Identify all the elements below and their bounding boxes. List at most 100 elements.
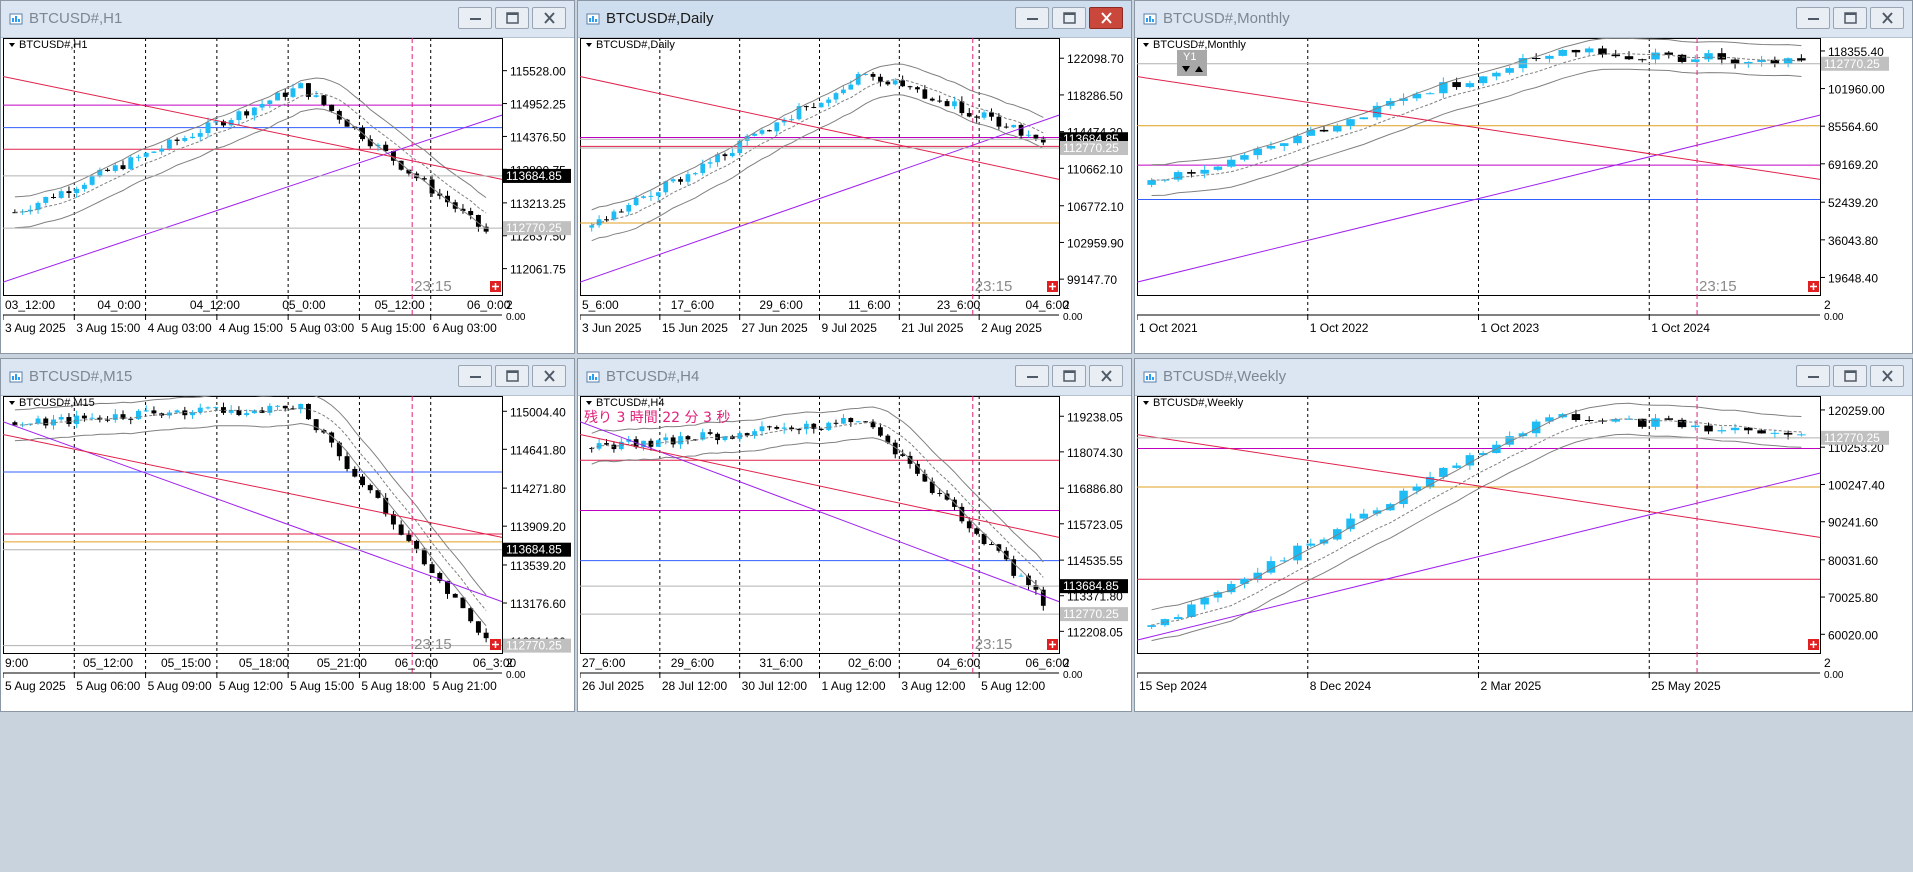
title-bar[interactable]: BTCUSD#,Weekly — [1135, 359, 1912, 396]
arrow-down-icon[interactable] — [1182, 66, 1190, 72]
candle-body — [767, 130, 772, 132]
y-tick-label: 80031.60 — [1828, 554, 1878, 568]
trendline[interactable] — [1137, 472, 1821, 641]
title-bar[interactable]: BTCUSD#,H4 — [578, 359, 1131, 396]
candle-body — [915, 463, 920, 474]
candle-body — [1359, 513, 1369, 519]
candle-body — [213, 121, 219, 123]
chart-plot[interactable]: 115528.00114952.25114376.50113800.751132… — [3, 38, 572, 351]
chart-svg[interactable]: 120259.00110253.20100247.4090241.6080031… — [1137, 396, 1912, 711]
close-button[interactable] — [1089, 7, 1123, 29]
title-bar[interactable]: BTCUSD#,Daily — [578, 1, 1131, 38]
moving-average-line — [1151, 53, 1802, 181]
chart-plot[interactable]: 119238.05 118074.30 116886.80 115723.05 1145… — [580, 396, 1129, 709]
chart-svg[interactable]: 122098.70118286.50114474.30110662.101067… — [580, 38, 1131, 353]
minimize-button[interactable] — [458, 365, 492, 387]
symbol-dropdown-icon[interactable] — [586, 43, 592, 47]
trendline[interactable] — [580, 114, 1060, 283]
candle-body — [781, 427, 787, 429]
minimize-button[interactable] — [1796, 365, 1830, 387]
candle-body — [959, 101, 965, 114]
title-bar[interactable]: BTCUSD#,Monthly — [1135, 1, 1912, 38]
bollinger-band-line — [1151, 68, 1802, 196]
candle-body — [855, 421, 861, 423]
chart-svg[interactable]: 118355.40 101960.00 85564.60 69169.20 52439.… — [1137, 38, 1912, 353]
maximize-button[interactable] — [495, 365, 529, 387]
bollinger-band-line — [591, 94, 1044, 242]
chart-plot[interactable]: 118355.40 101960.00 85564.60 69169.20 52439.… — [1137, 38, 1910, 351]
maximize-button[interactable] — [1052, 7, 1086, 29]
symbol-dropdown-icon[interactable] — [1143, 43, 1149, 47]
subwindow-index: 2 — [1824, 656, 1831, 670]
arrow-up-icon[interactable] — [1195, 66, 1203, 72]
candle-body — [1757, 59, 1766, 63]
close-button[interactable] — [532, 7, 566, 29]
symbol-dropdown-icon[interactable] — [9, 401, 15, 405]
price-label: 113684.85 — [1063, 579, 1119, 593]
symbol-dropdown-icon[interactable] — [586, 401, 592, 405]
chart-window-monthly[interactable]: BTCUSD#,Monthly 118355.40 101960.00 85564.6… — [1134, 0, 1913, 354]
candle-body — [352, 468, 358, 477]
symbol-label: BTCUSD#,Monthly — [1153, 39, 1246, 51]
maximize-button[interactable] — [495, 7, 529, 29]
maximize-button[interactable] — [1052, 365, 1086, 387]
candle-body — [275, 92, 281, 101]
symbol-dropdown-icon[interactable] — [9, 43, 15, 47]
candle-body — [282, 92, 288, 97]
plus-icon — [1049, 283, 1056, 290]
chart-window-weekly[interactable]: BTCUSD#,Weekly 120259.00 110253.20 100247.4… — [1134, 358, 1913, 712]
moving-average-line — [1151, 418, 1802, 626]
x-tick-label: 5 Aug 15:00 — [290, 679, 354, 693]
candle-body — [678, 436, 683, 445]
close-button[interactable] — [1089, 365, 1123, 387]
chart-plot[interactable]: 120259.00 110253.20 100247.40 90241.60 80031… — [1137, 396, 1910, 709]
trendline[interactable] — [580, 76, 1060, 180]
trendline[interactable] — [580, 434, 1060, 538]
close-button[interactable] — [532, 365, 566, 387]
candle-body — [1011, 124, 1017, 128]
bollinger-band-line — [14, 396, 487, 596]
candle-body — [759, 426, 765, 432]
trendline[interactable] — [1137, 114, 1821, 283]
close-button[interactable] — [1870, 7, 1904, 29]
candle-body — [51, 419, 56, 426]
trendline[interactable] — [1137, 76, 1821, 180]
trendline[interactable] — [1137, 434, 1821, 538]
chart-window-h4[interactable]: BTCUSD#,H4 119238.05 118074.30 116886.80 115… — [577, 358, 1132, 712]
minimize-button[interactable] — [1796, 7, 1830, 29]
close-button[interactable] — [1870, 365, 1904, 387]
chart-plot[interactable]: 122098.70118286.50114474.30110662.101067… — [580, 38, 1129, 351]
chart-svg[interactable]: 115004.40 114641.80 114271.80 113909.20 1135… — [3, 396, 574, 711]
maximize-button[interactable] — [1833, 365, 1867, 387]
candle-body — [1558, 49, 1567, 56]
candle-body — [282, 405, 288, 409]
trendline[interactable] — [3, 114, 503, 283]
chart-svg[interactable]: 115528.00114952.25114376.50113800.751132… — [3, 38, 574, 353]
minimize-button[interactable] — [1015, 365, 1049, 387]
chart-window-daily[interactable]: BTCUSD#,Daily122098.70118286.50114474.30… — [577, 0, 1132, 354]
chart-window-icon — [9, 13, 23, 25]
minimize-button[interactable] — [1015, 7, 1049, 29]
candle-body — [833, 422, 839, 424]
symbol-dropdown-icon[interactable] — [1143, 401, 1149, 405]
minimize-button[interactable] — [458, 7, 492, 29]
plus-icon — [492, 641, 499, 648]
trendline[interactable] — [3, 434, 503, 538]
candle-body — [804, 106, 809, 108]
chart-plot[interactable]: 115004.40 114641.80 114271.80 113909.20 1135… — [3, 396, 572, 709]
candle-body — [174, 410, 180, 413]
candle-body — [128, 418, 134, 420]
candle-body — [197, 133, 203, 137]
chart-window-h1[interactable]: BTCUSD#,H1 115528.00 114952.25 114376.50 113… — [0, 0, 575, 354]
title-bar[interactable]: BTCUSD#,M15 — [1, 359, 574, 396]
candle-body — [737, 433, 743, 439]
candle-body — [1160, 619, 1170, 626]
title-bar[interactable]: BTCUSD#,H1 — [1, 1, 574, 38]
candle-body — [1003, 126, 1009, 128]
chart-svg[interactable]: 119238.05 118074.30 116886.80 115723.05 1145… — [580, 396, 1131, 711]
symbol-label: BTCUSD#,M15 — [19, 397, 95, 409]
trendline[interactable] — [3, 76, 503, 180]
candle-body — [344, 456, 350, 469]
maximize-button[interactable] — [1833, 7, 1867, 29]
chart-window-m15[interactable]: BTCUSD#,M15 115004.40 114641.80 114271.80 11… — [0, 358, 575, 712]
